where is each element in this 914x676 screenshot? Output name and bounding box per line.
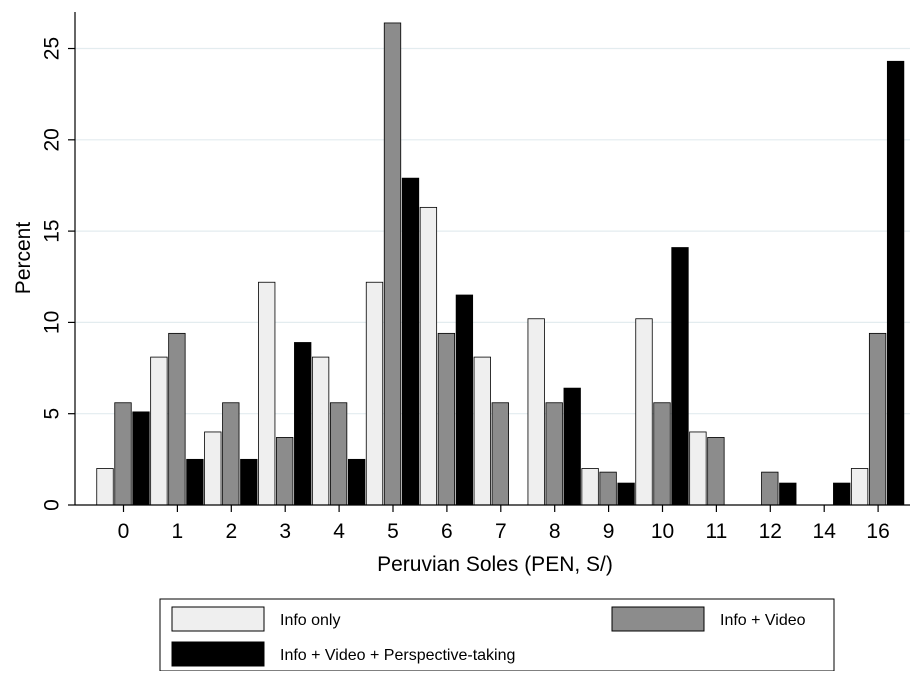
- bar-info-video-perspective-8: [563, 387, 581, 506]
- x-tick-label: 14: [813, 520, 837, 543]
- y-tick-label: 0: [41, 499, 64, 511]
- bar-info-only-10: [635, 318, 653, 506]
- bar-info-video-perspective-16: [886, 60, 905, 506]
- y-tick-label: 10: [41, 311, 64, 334]
- bar-info-video-7: [491, 402, 509, 506]
- bar-info-video-2: [222, 402, 240, 506]
- y-tick-label: 5: [41, 408, 64, 420]
- bar-info-video-perspective-5: [401, 177, 420, 506]
- x-tick-label: 3: [279, 520, 291, 543]
- bar-info-only-4: [311, 356, 330, 506]
- bar-info-video-12: [761, 471, 779, 506]
- y-tick-label: 25: [41, 37, 64, 60]
- y-axis-title: Percent: [12, 222, 35, 295]
- x-tick-label: 8: [549, 520, 561, 543]
- bar-info-video-perspective-6: [455, 294, 474, 506]
- bar-info-video-16: [868, 332, 887, 506]
- bar-info-only-11: [689, 431, 707, 506]
- x-tick-label: 16: [866, 520, 889, 543]
- x-tick-label: 10: [651, 520, 674, 543]
- x-tick-label: 12: [759, 520, 782, 543]
- gridlines: [75, 47, 910, 415]
- bar-info-video-perspective-3: [294, 342, 312, 506]
- x-tick-label: 0: [118, 520, 130, 543]
- legend-label-info-video: Info + Video: [720, 612, 806, 629]
- x-tick-label: 6: [441, 520, 453, 543]
- x-tick-label: 5: [387, 520, 399, 543]
- bar-info-only-8: [527, 318, 545, 506]
- legend-label-info-video-perspective: Info + Video + Perspective-taking: [280, 647, 515, 664]
- bar-info-video-6: [437, 332, 456, 506]
- bar-info-video-4: [329, 402, 348, 506]
- bar-info-video-8: [545, 402, 563, 506]
- y-ticks: 0 5 10 15 20 25: [41, 37, 75, 511]
- x-ticks: 0 1 2 3 4 5 6 7 8 9 10 11 12 14 16: [118, 505, 890, 543]
- x-tick-label: 9: [603, 520, 615, 543]
- bar-info-only-7: [473, 356, 491, 506]
- legend-label-info-only: Info only: [280, 612, 340, 629]
- legend-swatch-info-only: [171, 606, 265, 632]
- bar-info-video-perspective-14: [833, 482, 851, 506]
- bar-info-video-0: [114, 402, 132, 506]
- bar-info-only-6: [419, 206, 438, 506]
- bar-info-video-10: [653, 402, 671, 506]
- bar-info-only-9: [581, 468, 599, 506]
- x-tick-label: 7: [495, 520, 507, 543]
- bar-info-video-perspective-10: [671, 247, 689, 506]
- bar-info-video-3: [276, 437, 294, 506]
- legend-swatch-info-video-perspective: [171, 641, 265, 667]
- y-tick-label: 20: [41, 128, 64, 151]
- bar-info-video-perspective-12: [779, 482, 797, 506]
- x-tick-label: 11: [705, 520, 727, 543]
- bar-info-video-perspective-2: [240, 458, 258, 506]
- bar-info-only-0: [96, 468, 114, 506]
- x-tick-label: 2: [225, 520, 237, 543]
- x-tick-label: 1: [172, 520, 184, 543]
- x-tick-label: 4: [333, 520, 345, 543]
- bar-info-video-perspective-4: [347, 458, 366, 506]
- bar-info-video-perspective-9: [617, 482, 635, 506]
- bars: [96, 22, 905, 506]
- bar-info-only-2: [204, 431, 222, 506]
- legend-frame: [159, 598, 835, 672]
- bar-info-video-perspective-1: [186, 458, 204, 506]
- bar-info-video-perspective-0: [132, 411, 150, 506]
- y-tick-label: 15: [41, 219, 64, 242]
- bar-info-only-3: [258, 281, 276, 506]
- bar-info-video-11: [707, 437, 725, 506]
- bar-info-only-16: [850, 468, 869, 506]
- bar-info-video-5: [383, 22, 402, 506]
- x-axis-title: Peruvian Soles (PEN, S/): [377, 553, 613, 576]
- bar-info-video-9: [599, 471, 617, 506]
- legend-swatch-info-video: [611, 606, 705, 632]
- bar-info-video-1: [168, 332, 186, 506]
- legend: Info only Info + Video Info + Video + Pe…: [159, 598, 835, 672]
- bar-info-only-1: [150, 356, 168, 506]
- bar-info-only-5: [365, 281, 384, 506]
